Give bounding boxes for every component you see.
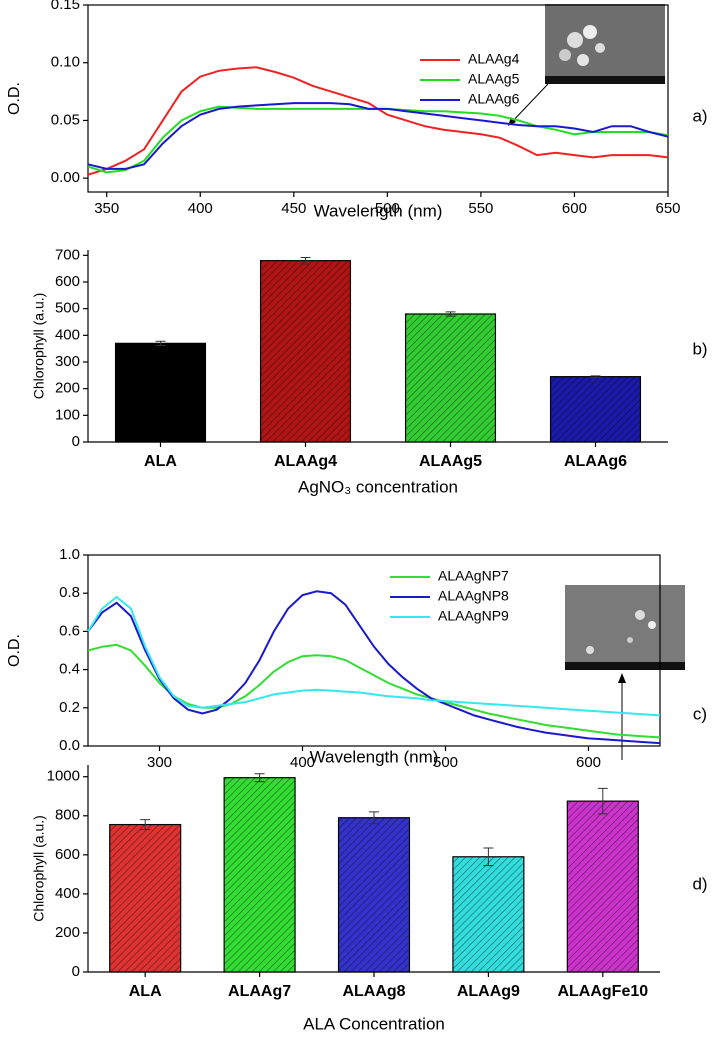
x-tick-label: ALA <box>144 453 177 470</box>
bar-hatch <box>115 343 206 442</box>
y-tick-label: 600 <box>55 273 80 290</box>
bar-hatch <box>452 856 524 972</box>
bar-hatch <box>567 801 639 972</box>
y-axis-label: O.D. <box>6 82 23 115</box>
y-axis-label: Chlorophyll (a.u.) <box>31 293 47 400</box>
x-tick-label: ALAAg6 <box>564 453 627 470</box>
error-bar <box>140 819 151 830</box>
bar-hatch <box>338 817 410 972</box>
panel-label: b) <box>692 339 707 358</box>
legend-label: ALAAg6 <box>468 91 520 107</box>
y-tick-label: 700 <box>55 246 80 263</box>
y-tick-label: 200 <box>55 380 80 397</box>
bar-hatch <box>109 824 181 972</box>
y-tick-label: 0 <box>72 963 80 980</box>
x-tick-label: ALAAg7 <box>228 983 291 1000</box>
y-tick-label: 500 <box>55 300 80 317</box>
x-tick-label: ALAAg8 <box>342 983 405 1000</box>
y-tick-label: 0.8 <box>59 584 80 601</box>
x-tick-label: 500 <box>433 754 458 771</box>
x-tick-label: ALAAg5 <box>419 453 482 470</box>
legend-label: ALAAgNP9 <box>438 608 509 624</box>
x-tick-label: 500 <box>375 200 400 217</box>
bar-hatch <box>224 777 296 972</box>
series-line <box>87 595 661 717</box>
x-tick-label: ALA <box>129 983 162 1000</box>
y-tick-label: 0.0 <box>59 737 80 754</box>
panel-label: a) <box>692 106 707 125</box>
x-tick-label: 450 <box>281 200 306 217</box>
y-tick-label: 0.15 <box>51 0 80 13</box>
y-tick-label: 0 <box>72 433 80 450</box>
y-tick-label: 0.6 <box>59 622 80 639</box>
y-tick-label: 100 <box>55 406 80 423</box>
x-tick-label: ALAAg9 <box>457 983 520 1000</box>
x-tick-label: 600 <box>576 754 601 771</box>
error-bar <box>483 847 494 867</box>
legend-label: ALAAgNP7 <box>438 568 509 584</box>
x-tick-label: 650 <box>655 200 680 217</box>
bar-hatch <box>550 376 641 442</box>
y-tick-label: 0.05 <box>51 111 80 128</box>
x-tick-label: 400 <box>290 754 315 771</box>
x-axis-label: AgNO₃ concentration <box>298 477 458 496</box>
legend-label: ALAAg5 <box>468 71 520 87</box>
sem-inset-c <box>565 585 685 760</box>
y-tick-label: 300 <box>55 353 80 370</box>
y-tick-label: 0.00 <box>51 169 80 186</box>
panel-label: c) <box>693 704 707 723</box>
y-tick-label: 1.0 <box>59 546 80 563</box>
x-tick-label: 300 <box>147 754 172 771</box>
y-tick-label: 800 <box>55 807 80 824</box>
y-tick-label: 600 <box>55 846 80 863</box>
error-bar <box>254 773 265 783</box>
panel-label: d) <box>692 874 707 893</box>
series-line <box>87 102 669 170</box>
error-bar <box>590 375 601 378</box>
y-axis-label: O.D. <box>6 634 23 667</box>
error-bar <box>369 811 379 825</box>
y-tick-label: 0.2 <box>59 699 80 716</box>
sem-inset-a <box>508 4 665 126</box>
error-bar <box>597 787 608 815</box>
y-tick-label: 400 <box>55 326 80 343</box>
plot-frame <box>87 4 669 193</box>
y-tick-label: 200 <box>55 924 80 941</box>
y-tick-label: 0.10 <box>51 54 80 71</box>
x-tick-label: 350 <box>94 200 119 217</box>
x-tick-label: ALAAg4 <box>274 453 337 470</box>
x-tick-label: ALAAgFe10 <box>557 983 648 1000</box>
series-line <box>87 590 661 745</box>
x-axis-label: Wavelength (nm) <box>310 747 439 766</box>
series-line <box>87 105 669 174</box>
error-bar <box>300 256 311 265</box>
error-bar <box>445 311 456 317</box>
x-tick-label: 550 <box>468 200 493 217</box>
x-axis-label: ALA Concentration <box>303 1014 445 1033</box>
x-tick-label: 400 <box>188 200 213 217</box>
y-tick-label: 0.4 <box>59 661 80 678</box>
legend-label: ALAAgNP8 <box>438 588 509 604</box>
bar-hatch <box>405 314 496 442</box>
x-axis-label: Wavelength (nm) <box>314 201 443 220</box>
y-tick-label: 1000 <box>47 768 80 785</box>
series-line <box>87 643 661 739</box>
legend-label: ALAAg4 <box>468 51 520 67</box>
x-tick-label: 600 <box>562 200 587 217</box>
error-bar <box>155 340 166 346</box>
y-axis-label: Chlorophyll (a.u.) <box>31 815 47 922</box>
y-tick-label: 400 <box>55 885 80 902</box>
bar-hatch <box>260 260 351 442</box>
